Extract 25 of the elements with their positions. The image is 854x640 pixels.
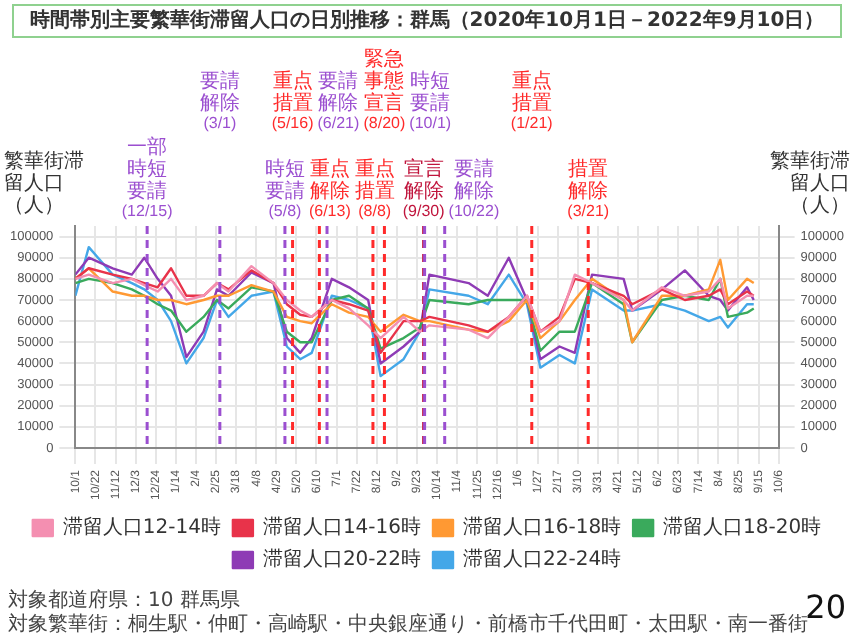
ref-line-label: 要請解除(3/1)	[199, 69, 240, 133]
ref-line-label: 重点措置(1/21)	[510, 69, 554, 133]
legend-label: 滞留人口18-20時	[663, 515, 822, 540]
ref-line-label: 宣言解除(9/30)	[402, 157, 446, 221]
legend-label: 滞留人口12-14時	[62, 515, 221, 540]
legend-label: 滞留人口22-24時	[463, 547, 622, 572]
legend-label: 滞留人口16-18時	[463, 515, 622, 540]
text: 20	[805, 588, 846, 626]
ref-line-label: 重点措置(5/16)	[271, 69, 315, 133]
ref-line-label: 重点解除(6/13)	[308, 157, 352, 221]
text: 対象繁華街：桐生駅・仲町・高崎駅・中央銀座通り・前橋市千代田町・太田駅・南一番街	[8, 614, 808, 638]
ref-line-label: 時短要請(10/1)	[409, 69, 452, 133]
ref-line-label: 緊急事態宣言(8/20)	[363, 47, 406, 133]
ref-line-label: 重点措置(8/8)	[354, 157, 395, 221]
ref-line-label: 時短要請(5/8)	[264, 157, 305, 221]
ref-line-label: 要請解除(6/21)	[317, 69, 360, 133]
ref-line-label: 措置解除(3/21)	[567, 157, 610, 221]
chart-title: 時間帯別主要繁華街滞留人口の日別推移：群馬（2020年10月1日－2022年9月10日）	[12, 4, 842, 38]
y2-axis-title: 繁華街滞留人口（人）	[770, 149, 850, 218]
ref-line-label: 一部時短要請(12/15)	[121, 135, 174, 221]
ref-line-label: 要請解除(10/22)	[448, 157, 500, 221]
legend-label: 滞留人口20-22時	[262, 547, 422, 572]
y-axis-title: 繁華街滞留人口（人）	[4, 149, 84, 218]
legend-label: 滞留人口14-16時	[262, 515, 422, 540]
text: 対象都道府県：10 群馬県	[8, 590, 242, 613]
